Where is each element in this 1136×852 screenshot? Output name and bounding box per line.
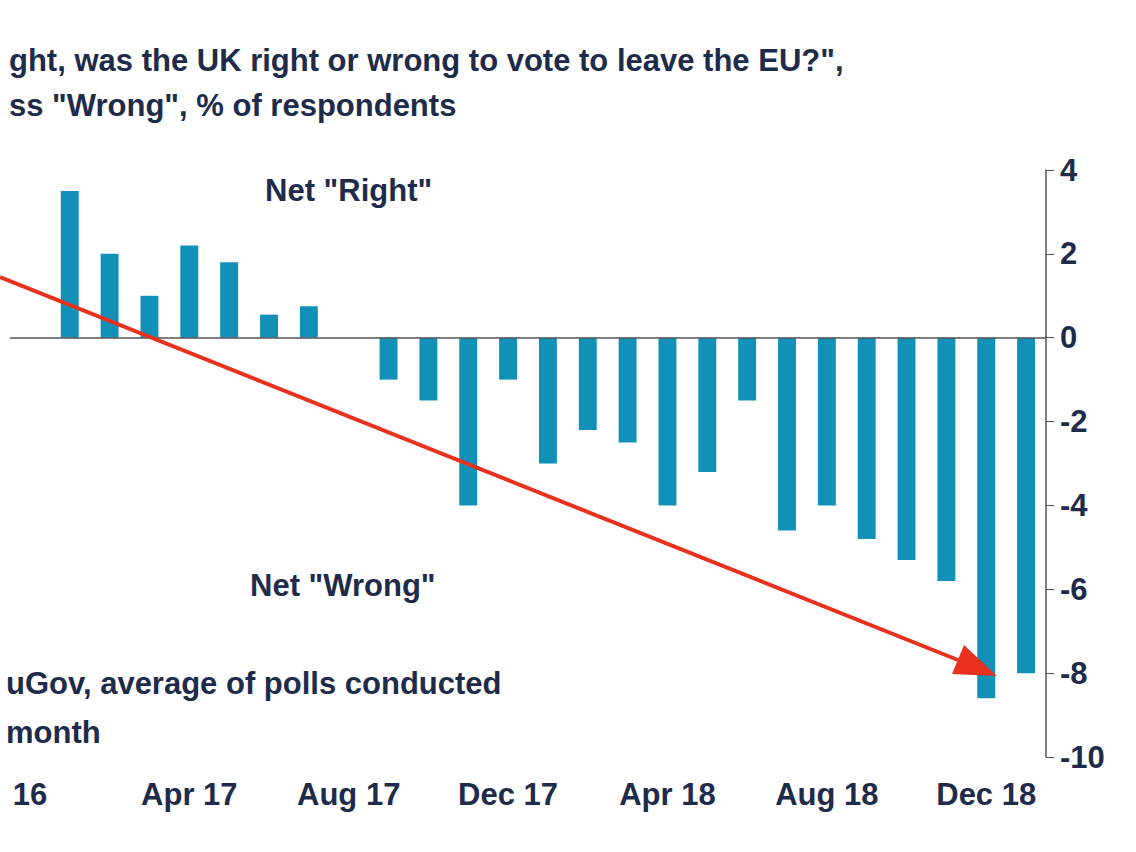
svg-text:-6: -6	[1060, 572, 1088, 607]
svg-text:Apr 17: Apr 17	[141, 777, 237, 812]
svg-text:Net "Wrong": Net "Wrong"	[250, 568, 436, 603]
svg-text:Dec 17: Dec 17	[458, 777, 558, 812]
svg-text:-2: -2	[1060, 404, 1088, 439]
svg-text:Net "Right": Net "Right"	[265, 173, 432, 208]
svg-text:ght, was the UK right or wrong: ght, was the UK right or wrong to vote t…	[9, 43, 844, 78]
svg-text:-8: -8	[1060, 656, 1088, 691]
svg-text:2: 2	[1060, 236, 1077, 271]
svg-text:0: 0	[1060, 320, 1077, 355]
svg-text:Apr 18: Apr 18	[619, 777, 715, 812]
svg-text:Aug 17: Aug 17	[297, 777, 400, 812]
svg-text:Aug 18: Aug 18	[775, 777, 878, 812]
svg-text:Dec 18: Dec 18	[936, 777, 1036, 812]
svg-text:-4: -4	[1060, 488, 1088, 523]
svg-text:-10: -10	[1060, 740, 1105, 775]
svg-text:ss "Wrong", % of respondents: ss "Wrong", % of respondents	[9, 88, 456, 123]
svg-text:month: month	[6, 715, 101, 750]
svg-text:16: 16	[13, 777, 47, 812]
svg-text:uGov, average of polls conduct: uGov, average of polls conducted	[6, 666, 502, 701]
svg-text:4: 4	[1060, 153, 1078, 188]
